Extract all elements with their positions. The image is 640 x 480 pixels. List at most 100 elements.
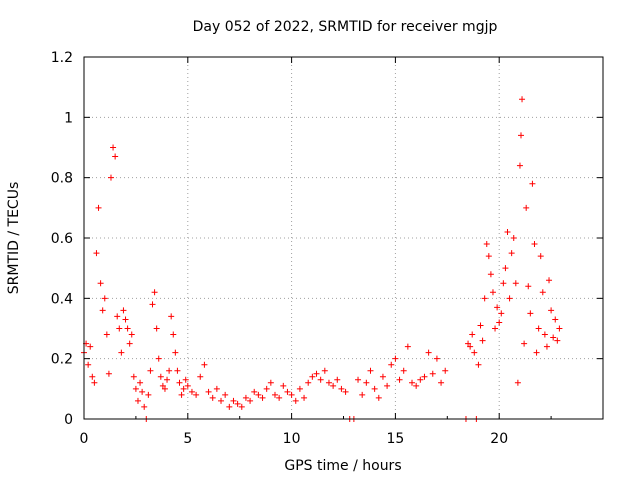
data-point bbox=[489, 289, 496, 296]
data-point bbox=[230, 397, 237, 404]
x-tick-label: 20 bbox=[490, 431, 508, 447]
data-point bbox=[164, 376, 171, 383]
data-point bbox=[421, 373, 428, 380]
data-point bbox=[157, 373, 164, 380]
data-point bbox=[122, 316, 129, 323]
data-point bbox=[292, 397, 299, 404]
data-point bbox=[442, 367, 449, 374]
data-point bbox=[301, 394, 308, 401]
data-point bbox=[469, 331, 476, 338]
data-point bbox=[137, 379, 144, 386]
data-point bbox=[120, 307, 127, 314]
data-point bbox=[516, 162, 523, 169]
data-point bbox=[375, 394, 382, 401]
data-point bbox=[234, 400, 241, 407]
data-point bbox=[552, 316, 559, 323]
data-point bbox=[556, 325, 563, 332]
data-point bbox=[367, 367, 374, 374]
data-point bbox=[512, 280, 519, 287]
data-point bbox=[145, 391, 152, 398]
data-point bbox=[471, 349, 478, 356]
data-point bbox=[523, 204, 530, 211]
data-point bbox=[112, 153, 119, 160]
data-point bbox=[363, 379, 370, 386]
data-point bbox=[151, 289, 158, 296]
data-point bbox=[317, 376, 324, 383]
data-point bbox=[338, 385, 345, 392]
data-point bbox=[554, 337, 561, 344]
y-tick-label: 0 bbox=[64, 412, 73, 428]
data-point bbox=[325, 379, 332, 386]
data-point bbox=[494, 304, 501, 311]
data-point bbox=[541, 331, 548, 338]
data-point bbox=[170, 331, 177, 338]
data-point bbox=[118, 349, 125, 356]
data-point bbox=[400, 367, 407, 374]
data-point bbox=[519, 96, 526, 103]
data-point bbox=[531, 241, 538, 248]
data-point bbox=[267, 379, 274, 386]
data-point bbox=[182, 376, 189, 383]
data-point bbox=[159, 382, 166, 389]
data-point bbox=[288, 391, 295, 398]
data-point bbox=[543, 343, 550, 350]
data-point bbox=[180, 385, 187, 392]
data-point bbox=[355, 376, 362, 383]
data-point bbox=[114, 313, 121, 320]
data-point bbox=[116, 325, 123, 332]
data-point bbox=[213, 385, 220, 392]
data-point bbox=[188, 388, 195, 395]
data-point bbox=[139, 388, 146, 395]
data-point bbox=[483, 241, 490, 248]
data-point bbox=[388, 361, 395, 368]
data-point bbox=[539, 289, 546, 296]
x-tick-label: 5 bbox=[183, 431, 192, 447]
data-point bbox=[502, 265, 509, 272]
data-point bbox=[521, 340, 528, 347]
data-point bbox=[193, 391, 200, 398]
data-point bbox=[305, 379, 312, 386]
data-point bbox=[168, 313, 175, 320]
data-point bbox=[334, 376, 341, 383]
data-point bbox=[124, 325, 131, 332]
data-point bbox=[479, 337, 486, 344]
plot-frame bbox=[83, 56, 604, 420]
data-point bbox=[496, 319, 503, 326]
data-point bbox=[537, 253, 544, 260]
data-point bbox=[263, 385, 270, 392]
data-point bbox=[510, 235, 517, 241]
data-point bbox=[141, 403, 148, 410]
data-point bbox=[396, 376, 403, 383]
data-point bbox=[392, 355, 399, 362]
data-point bbox=[527, 310, 534, 317]
data-point bbox=[525, 283, 532, 290]
data-point bbox=[247, 397, 254, 404]
data-point bbox=[384, 382, 391, 389]
data-point bbox=[132, 385, 139, 392]
data-point bbox=[404, 343, 411, 350]
data-point bbox=[409, 379, 416, 386]
data-point bbox=[93, 250, 100, 257]
data-point bbox=[475, 361, 482, 368]
data-point bbox=[477, 322, 484, 329]
y-tick-label: 0.6 bbox=[51, 231, 73, 247]
data-point bbox=[101, 295, 108, 302]
data-point bbox=[222, 391, 229, 398]
data-point bbox=[87, 343, 94, 350]
y-tick-label: 1.2 bbox=[51, 50, 73, 66]
data-point bbox=[485, 253, 492, 260]
data-point bbox=[105, 370, 112, 377]
data-point bbox=[126, 340, 133, 347]
data-point bbox=[110, 144, 117, 151]
data-point bbox=[155, 355, 162, 362]
data-point bbox=[313, 370, 320, 377]
data-point bbox=[238, 403, 245, 410]
data-point bbox=[487, 271, 494, 278]
data-point bbox=[309, 373, 316, 380]
data-point bbox=[174, 367, 181, 374]
data-point bbox=[184, 382, 191, 389]
data-point bbox=[218, 397, 225, 404]
data-point bbox=[107, 174, 114, 181]
y-tick-label: 0.4 bbox=[51, 291, 73, 307]
data-point bbox=[89, 373, 96, 380]
